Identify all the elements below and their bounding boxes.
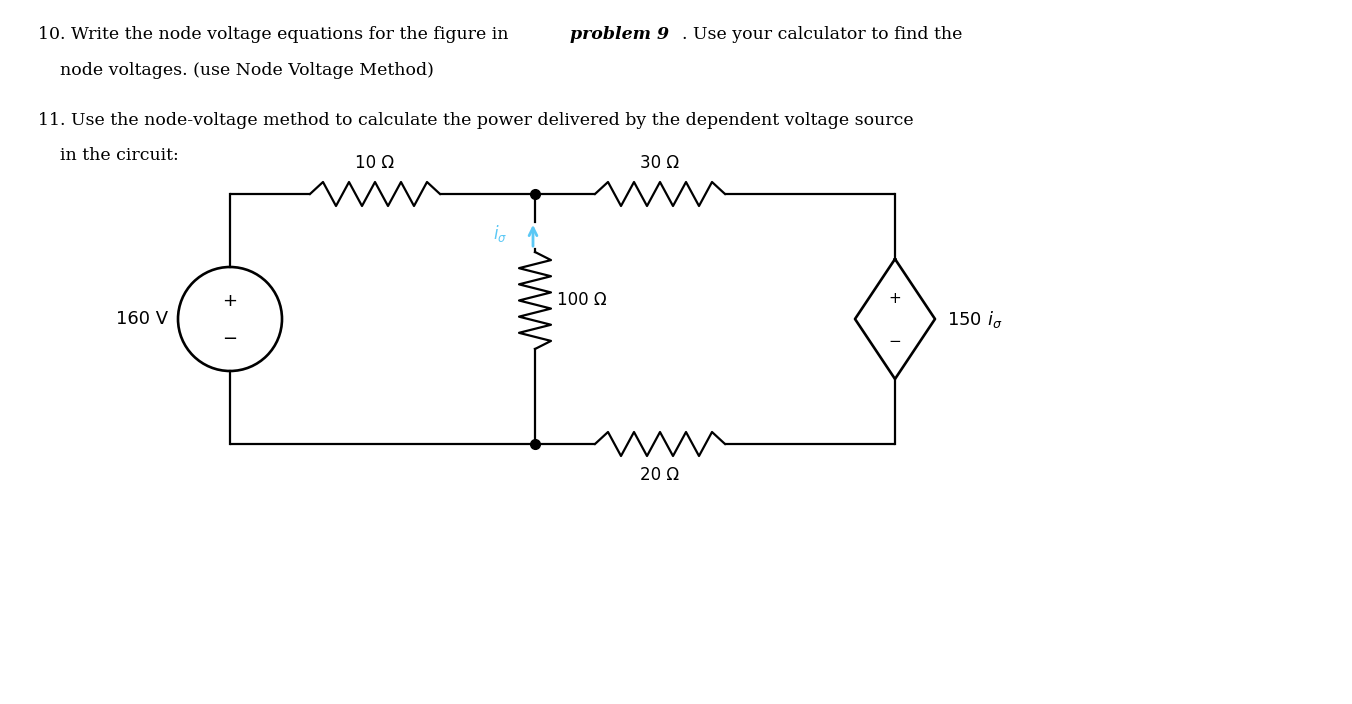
Text: 10. Write the node voltage equations for the figure in: 10. Write the node voltage equations for… (38, 26, 514, 43)
Text: 100 Ω: 100 Ω (557, 291, 607, 310)
Text: +: + (223, 292, 238, 310)
Text: $i_{\sigma}$: $i_{\sigma}$ (492, 223, 507, 244)
Text: +: + (888, 291, 902, 306)
Text: 10 Ω: 10 Ω (356, 154, 395, 172)
Text: 30 Ω: 30 Ω (641, 154, 680, 172)
Text: 11. Use the node-voltage method to calculate the power delivered by the dependen: 11. Use the node-voltage method to calcu… (38, 112, 914, 129)
Text: . Use your calculator to find the: . Use your calculator to find the (681, 26, 963, 43)
Text: problem 9: problem 9 (571, 26, 669, 43)
Text: 20 Ω: 20 Ω (641, 466, 680, 484)
Text: 150 $i_{\sigma}$: 150 $i_{\sigma}$ (946, 308, 1002, 329)
Text: −: − (223, 330, 238, 348)
Text: node voltages. (use Node Voltage Method): node voltages. (use Node Voltage Method) (59, 62, 434, 79)
Text: −: − (888, 334, 902, 348)
Text: in the circuit:: in the circuit: (59, 147, 178, 164)
Text: 160 V: 160 V (116, 310, 168, 328)
